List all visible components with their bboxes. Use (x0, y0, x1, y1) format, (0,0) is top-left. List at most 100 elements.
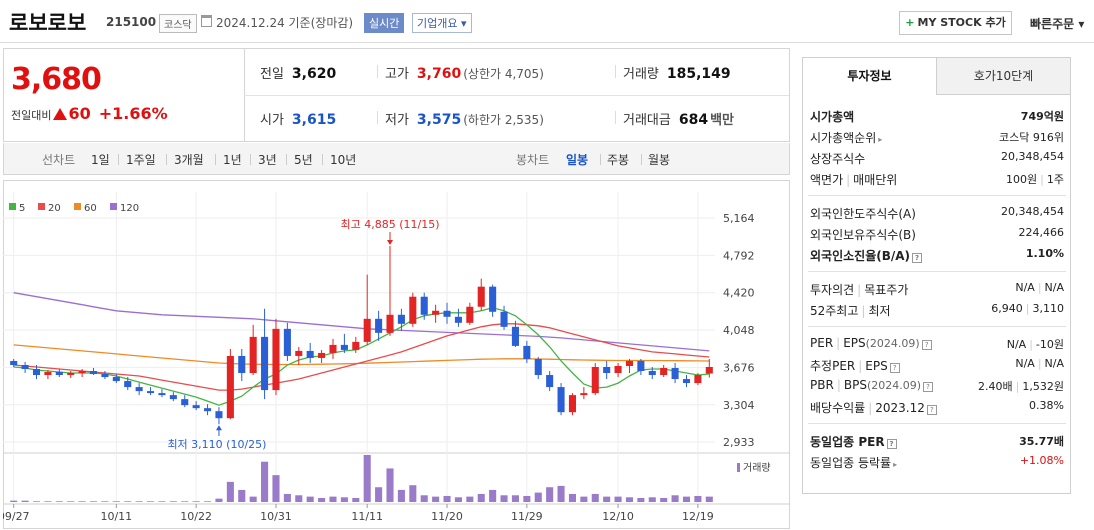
volume-bar (466, 496, 474, 502)
help-icon[interactable]: ? (912, 253, 923, 263)
candle-daily[interactable]: 일봉 (566, 153, 589, 167)
volume-legend-label: 거래량 (743, 462, 771, 474)
x-tick-label: 12/10 (602, 510, 634, 523)
amount-label: 거래대금 (623, 113, 671, 128)
candle-body (500, 311, 508, 327)
volume-bar (386, 468, 394, 502)
candle-body (169, 395, 177, 400)
volume-bar (454, 497, 462, 502)
period-3m[interactable]: 3개월 (174, 153, 204, 167)
volume-bar (272, 475, 280, 502)
candlestick-chart[interactable]: 5,164 4,792 4,420 4,048 3,676 3,304 2,933 09/27… (3, 180, 790, 530)
volume-bar (147, 501, 155, 502)
legend-swatch (110, 203, 117, 210)
period-1y[interactable]: 1년 (223, 153, 242, 167)
change-amount: 60 (68, 104, 91, 123)
info-value: 100원 | 1주 (1006, 173, 1064, 186)
period-5y[interactable]: 5년 (294, 153, 313, 167)
candle-body (192, 405, 200, 409)
info-value: 0.38% (1029, 399, 1064, 412)
info-row: 투자의견 | 목표주가 N/A | N/A (808, 279, 1066, 299)
volume-bar (101, 501, 109, 502)
amount-unit: 백만 (710, 113, 734, 128)
help-icon[interactable]: ? (886, 439, 897, 449)
candle-body (443, 310, 451, 317)
tab-invest-info[interactable]: 투자정보 (803, 58, 937, 95)
volume-bar (124, 501, 132, 502)
help-icon[interactable]: ? (926, 405, 937, 415)
info-value: 20,348,454 (1001, 205, 1064, 218)
arrow-right-icon[interactable]: ▸ (893, 460, 898, 469)
prev-close-cell: 전일 3,620 (260, 63, 336, 82)
lower-limit: (하한가 2,535) (463, 113, 544, 127)
tab-orderbook[interactable]: 호가10단계 (937, 58, 1070, 95)
arrow-right-icon[interactable]: ▸ (878, 135, 883, 144)
period-3y[interactable]: 3년 (258, 153, 277, 167)
volume-bar (340, 497, 348, 502)
company-overview-dropdown[interactable]: 기업개요 ▾ (412, 13, 472, 33)
help-icon[interactable]: ? (921, 340, 932, 350)
y-tick-label: 4,420 (723, 287, 755, 300)
stock-header: 로보로보 215100 코스닥 2024.12.24 기준(장마감) 실시간 기… (0, 0, 1094, 46)
volume-bar (215, 498, 223, 502)
realtime-button[interactable]: 실시간 (364, 13, 405, 33)
volume-bar (660, 497, 668, 502)
candle-monthly[interactable]: 월봉 (648, 153, 671, 167)
info-row: 외국인한도주식수(A) 20,348,454 (808, 203, 1066, 223)
volume-bar (682, 496, 691, 502)
candle-body (603, 366, 611, 374)
low-value: 3,575 (416, 112, 462, 128)
info-value: 2.40배 | 1,532원 (978, 380, 1064, 393)
candle-body (295, 350, 303, 356)
candle-body (397, 314, 405, 324)
volume-bar (420, 495, 428, 502)
panel-group-divider (808, 271, 1066, 272)
x-tick-label: 11/29 (511, 510, 543, 523)
legend-swatch (9, 203, 16, 210)
price-change: 전일대비 60 +1.66% (11, 104, 168, 123)
help-icon[interactable]: ? (923, 382, 934, 392)
help-icon[interactable]: ? (889, 363, 900, 373)
info-label: 외국인보유주식수(B) (810, 228, 916, 242)
volume-bar (409, 485, 417, 502)
high-value: 3,760 (416, 66, 462, 82)
candle-body (523, 345, 531, 359)
open-value: 3,615 (291, 112, 337, 128)
candle-body (694, 375, 702, 384)
candle-body (660, 368, 668, 376)
info-value: 749억원 (1020, 110, 1064, 123)
period-1d[interactable]: 1일 (91, 153, 110, 167)
plus-icon: + (905, 16, 915, 29)
info-value: 224,466 (1018, 226, 1065, 239)
current-price: 3,680 (11, 62, 102, 97)
volume-bar (135, 501, 143, 502)
candle-body (124, 381, 132, 388)
change-label: 전일대비 (11, 109, 52, 122)
candle-body (534, 358, 542, 376)
moving-average-ma120 (13, 292, 710, 352)
info-label: 시가총액 (810, 110, 855, 124)
period-10y[interactable]: 10년 (330, 153, 357, 167)
x-tick-label: 10/11 (100, 510, 132, 523)
candle-body (511, 326, 519, 346)
info-label: PBR | BPS(2024.09)? (810, 378, 934, 392)
candle-body (432, 310, 440, 315)
candle-weekly[interactable]: 주봉 (607, 153, 630, 167)
high-arrow-head (387, 240, 394, 246)
candle-body (386, 314, 394, 333)
period-1w[interactable]: 1주일 (126, 153, 156, 167)
my-stock-add-button[interactable]: + MY STOCK 추가 (899, 11, 1012, 35)
quick-order-dropdown[interactable]: 빠른주문 ▾ (1030, 17, 1085, 31)
info-label: 동일업종 등락률 ▸ (810, 456, 898, 470)
volume-bar (181, 501, 189, 502)
volume-bar (375, 487, 383, 502)
legend-swatch (38, 203, 45, 210)
candle-body (238, 355, 246, 374)
prev-close-value: 3,620 (291, 66, 337, 82)
volume-bar (158, 501, 166, 502)
info-label: 외국인한도주식수(A) (810, 207, 916, 221)
volume-bar (363, 455, 371, 502)
info-label: 외국인소진율(B/A)? (810, 247, 923, 264)
info-row: 추정PER | EPS? N/A | N/A (808, 355, 1066, 375)
high-annotation-label: 최고 4,885 (11/15) (341, 218, 440, 231)
